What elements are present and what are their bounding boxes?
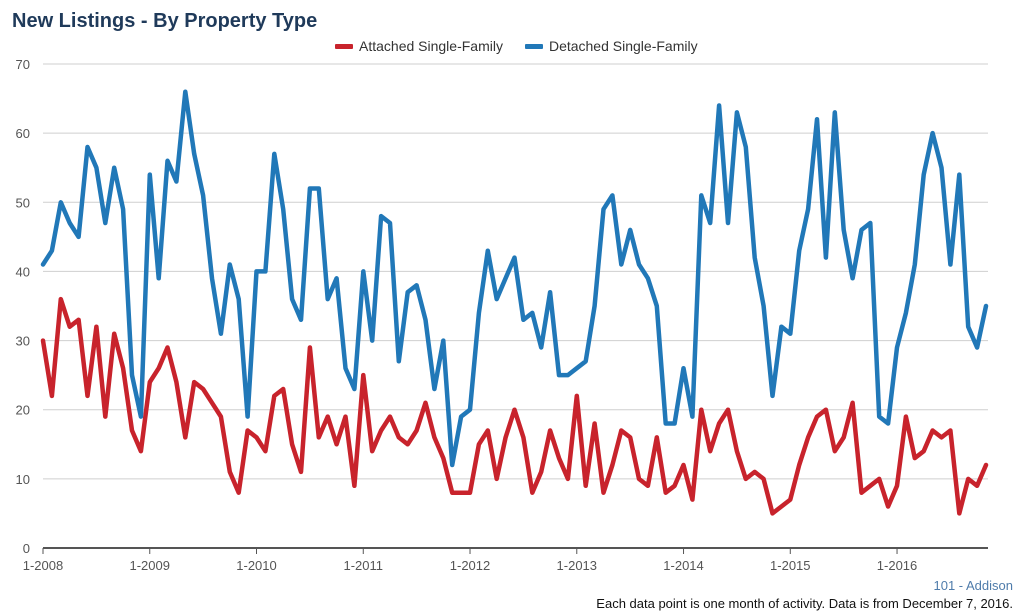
x-tick-label: 1-2012 (450, 558, 490, 573)
x-tick-label: 1-2008 (23, 558, 63, 573)
legend-label-attached: Attached Single-Family (359, 38, 503, 54)
data-note: Each data point is one month of activity… (596, 596, 1013, 611)
legend-item-attached[interactable]: Attached Single-Family (335, 38, 503, 54)
series-line-detached[interactable] (40, 89, 989, 468)
chart-title: New Listings - By Property Type (12, 10, 318, 32)
region-id-label: 101 - Addison (933, 578, 1013, 593)
x-tick-label: 1-2009 (130, 558, 170, 573)
x-tick-label: 1-2014 (663, 558, 703, 573)
legend-swatch-attached (335, 43, 353, 49)
y-tick-label: 40 (16, 264, 30, 279)
y-tick-label: 30 (16, 334, 30, 349)
y-tick-label: 50 (16, 195, 30, 210)
y-tick-label: 10 (16, 472, 30, 487)
x-tick-label: 1-2015 (770, 558, 810, 573)
x-tick-label: 1-2013 (557, 558, 597, 573)
x-tick-label: 1-2010 (236, 558, 276, 573)
y-tick-label: 0 (23, 541, 30, 556)
legend-label-detached: Detached Single-Family (548, 38, 698, 54)
x-tick-label: 1-2016 (877, 558, 917, 573)
chart-legend: Attached Single-Family Detached Single-F… (335, 38, 698, 54)
y-tick-label: 60 (16, 126, 30, 141)
y-tick-label: 20 (16, 403, 30, 418)
y-tick-label: 70 (16, 57, 30, 72)
x-tick-label: 1-2011 (344, 558, 384, 573)
legend-item-detached[interactable]: Detached Single-Family (524, 38, 698, 54)
legend-swatch-detached (524, 43, 543, 49)
series-line-attached[interactable] (40, 296, 989, 516)
